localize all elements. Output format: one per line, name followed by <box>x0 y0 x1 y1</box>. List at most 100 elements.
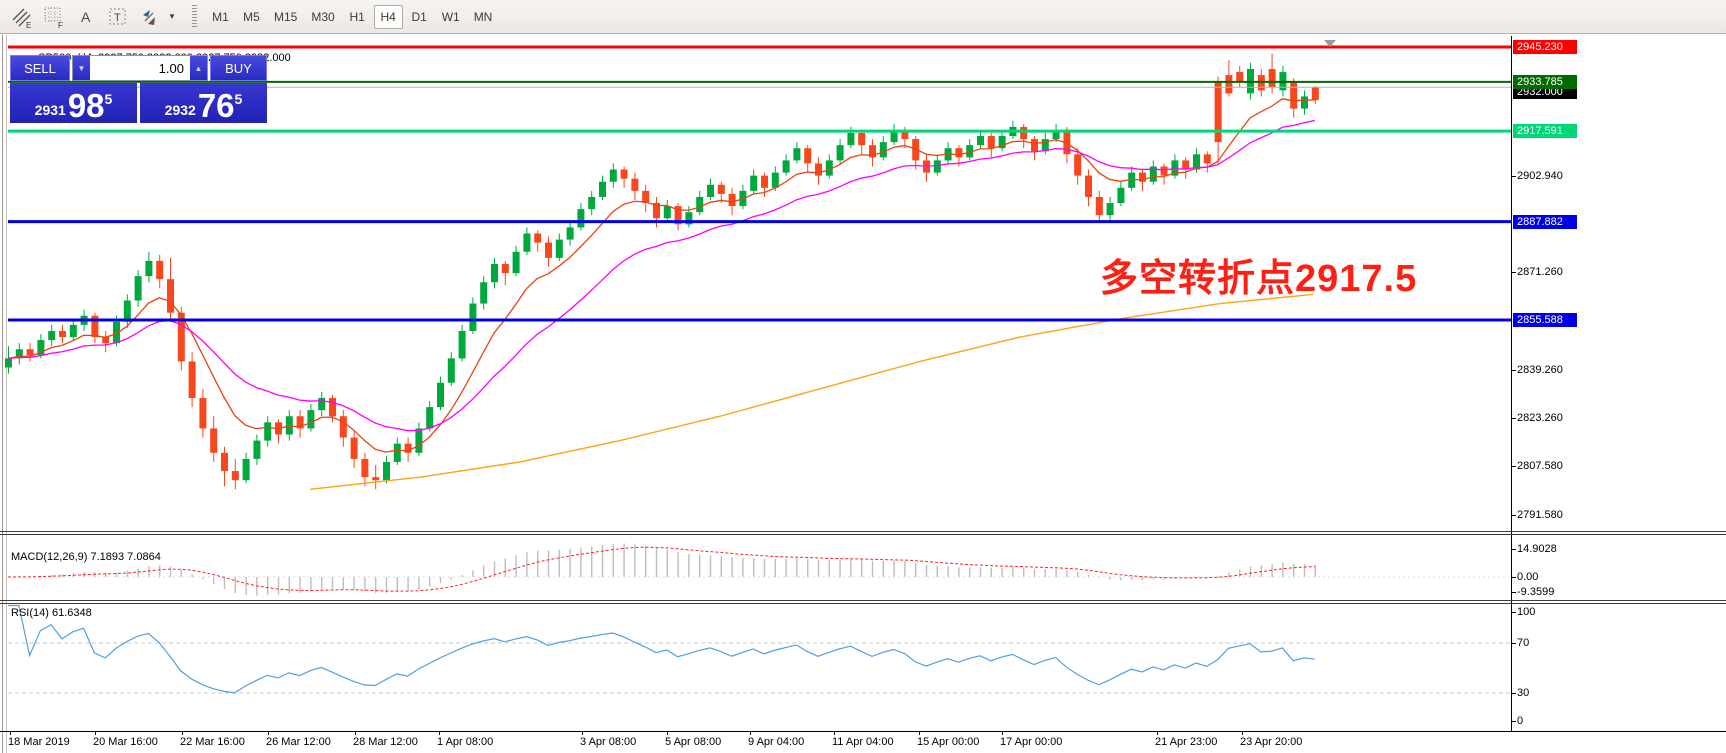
date-label: 28 Mar 12:00 <box>353 736 418 748</box>
sell-price-prefix: 2931 <box>34 102 66 118</box>
date-tick <box>1157 731 1158 735</box>
buy-button[interactable]: BUY <box>209 55 267 81</box>
date-tick <box>182 731 183 735</box>
rsi-tick-label: 0 <box>1517 715 1524 727</box>
date-label: 3 Apr 08:00 <box>580 736 637 748</box>
buy-price-box[interactable]: 2932 76 5 <box>140 83 267 123</box>
rsi-tick-label: 70 <box>1517 637 1530 649</box>
date-tick <box>919 731 920 735</box>
timeframe-button-m15[interactable]: M15 <box>274 9 298 24</box>
timeframe-button-w1[interactable]: W1 <box>441 9 460 24</box>
price-tick-label: 2839.260 <box>1517 364 1563 376</box>
macd-layer <box>7 543 1511 596</box>
macd-tick-label: 0.00 <box>1517 571 1539 583</box>
sell-price-box[interactable]: 2931 98 5 <box>10 83 137 123</box>
price-tick-label: 2823.260 <box>1517 412 1563 424</box>
date-axis-border <box>0 731 1726 732</box>
date-label: 17 Apr 00:00 <box>1000 736 1063 748</box>
svg-text:F: F <box>58 21 63 29</box>
date-label: 26 Mar 12:00 <box>266 736 331 748</box>
date-tick <box>355 731 356 735</box>
indicator-objects-icon[interactable]: E <box>7 4 37 30</box>
window-left-frame <box>0 35 7 753</box>
date-tick <box>95 731 96 735</box>
price-badge: 2887.882 <box>1513 215 1577 229</box>
macd-tick <box>1511 549 1516 550</box>
panel-splitter[interactable] <box>0 534 1726 535</box>
grid-objects-icon[interactable]: F <box>39 4 69 30</box>
macd-tick <box>1511 577 1516 578</box>
price-line-drag-marker-icon[interactable] <box>1324 40 1336 47</box>
chart-text-annotation[interactable]: 多空转折点2917.5 <box>1100 258 1418 300</box>
sell-price-pip: 5 <box>104 91 113 107</box>
price-tick-label: 2902.940 <box>1517 170 1563 182</box>
buy-price-main: 76 <box>197 86 235 124</box>
price-badge: 2917.591 <box>1513 124 1577 138</box>
sell-button[interactable]: SELL <box>10 55 70 81</box>
price-tick-label: 2871.260 <box>1517 266 1563 278</box>
rsi-tick-label: 100 <box>1517 606 1536 618</box>
timeframe-button-h4[interactable]: H4 <box>373 4 403 29</box>
price-tick-label: 2807.580 <box>1517 460 1563 472</box>
volume-input[interactable]: 1.00 <box>89 56 190 80</box>
timeframe-button-m1[interactable]: M1 <box>212 9 229 24</box>
date-label: 22 Mar 16:00 <box>180 736 245 748</box>
panel-splitter[interactable] <box>0 603 1726 604</box>
price-badge: 2945.230 <box>1513 40 1577 54</box>
price-tick <box>1511 272 1516 273</box>
date-label: 1 Apr 08:00 <box>437 736 494 748</box>
rsi-tick <box>1511 693 1516 694</box>
date-tick <box>268 731 269 735</box>
timeframe-button-m30[interactable]: M30 <box>311 9 335 24</box>
price-axis-border <box>1511 36 1512 731</box>
macd-indicator-label: MACD(12,26,9) 7.1893 7.0864 <box>11 551 161 563</box>
date-label: 5 Apr 08:00 <box>665 736 722 748</box>
date-tick <box>1002 731 1003 735</box>
rsi-tick-label: 30 <box>1517 687 1530 699</box>
date-label: 15 Apr 00:00 <box>917 736 980 748</box>
volume-increase-button[interactable]: ▲ <box>189 56 207 80</box>
rsi-tick <box>1511 643 1516 644</box>
date-tick <box>667 731 668 735</box>
svg-text:E: E <box>26 21 31 29</box>
sell-price-main: 98 <box>67 86 105 124</box>
buy-price-pip: 5 <box>234 91 243 107</box>
date-label: 21 Apr 23:00 <box>1155 736 1218 748</box>
date-tick <box>750 731 751 735</box>
rsi-indicator-label: RSI(14) 61.6348 <box>11 607 92 619</box>
volume-decrease-button[interactable]: ▼ <box>72 56 90 80</box>
macd-tick <box>1511 592 1516 593</box>
macd-tick-label: 14.9028 <box>1517 543 1557 555</box>
date-label: 11 Apr 04:00 <box>832 736 894 748</box>
rsi-layer <box>8 604 1511 694</box>
date-tick <box>1242 731 1243 735</box>
timeframe-button-h1[interactable]: H1 <box>349 9 365 24</box>
date-label: 20 Mar 16:00 <box>93 736 158 748</box>
timeframe-button-d1[interactable]: D1 <box>411 9 427 24</box>
rsi-tick <box>1511 612 1516 613</box>
arrow-objects-dropdown-caret[interactable]: ▾ <box>169 11 175 21</box>
price-tick <box>1511 466 1516 467</box>
text-box-icon[interactable]: T <box>103 4 133 30</box>
timeframe-button-mn[interactable]: MN <box>473 9 493 24</box>
date-label: 9 Apr 04:00 <box>748 736 805 748</box>
one-click-trading-panel: SELL ▼ 1.00 ▲ BUY 2931 98 5 2932 76 5 <box>10 55 267 123</box>
text-label-icon[interactable]: A <box>71 4 101 30</box>
timeframe-button-m5[interactable]: M5 <box>243 9 260 24</box>
svg-text:A: A <box>81 9 91 25</box>
buy-price-prefix: 2932 <box>164 102 196 118</box>
date-tick <box>582 731 583 735</box>
date-tick <box>10 731 11 735</box>
date-tick <box>439 731 440 735</box>
svg-text:T: T <box>114 12 121 24</box>
toolbar-drag-handle[interactable] <box>192 4 197 29</box>
price-tick <box>1511 370 1516 371</box>
date-tick <box>834 731 835 735</box>
price-tick <box>1511 418 1516 419</box>
panel-splitter[interactable] <box>0 600 1726 601</box>
timeframe-group: M1 M5 M15 M30 H1 H4 D1 W1 MN <box>205 4 499 29</box>
arrow-objects-icon[interactable] <box>135 4 165 30</box>
rsi-tick <box>1511 721 1516 722</box>
panel-splitter[interactable] <box>0 531 1726 532</box>
